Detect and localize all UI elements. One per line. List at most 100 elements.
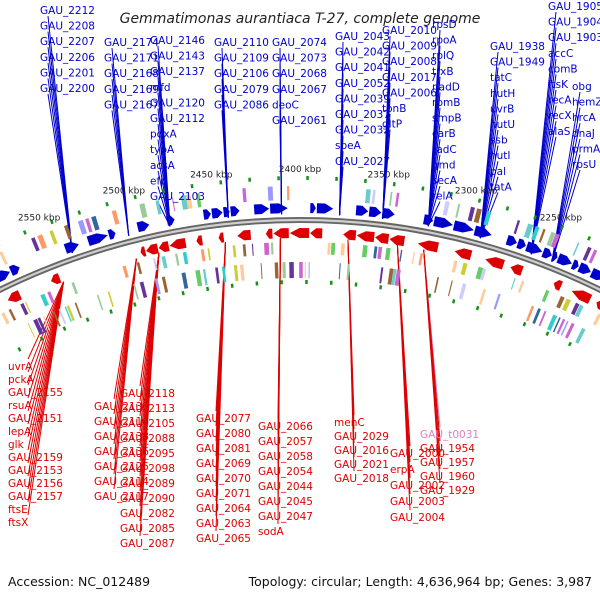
forward-gene-label: GAU_1905 (548, 1, 600, 13)
forward-gene-arrow (8, 264, 20, 276)
forward-gene-label: radC (432, 144, 457, 156)
forward-gene-label: GAU_2106 (214, 68, 269, 80)
cog-block (389, 191, 393, 206)
reverse-gene-arrow (510, 264, 524, 276)
cog-block (74, 302, 82, 319)
reverse-gene-arrow (273, 228, 289, 239)
forward-gene-label: GAU_2043 (335, 31, 390, 43)
cog-block (242, 244, 247, 257)
cog-block (171, 197, 176, 212)
reverse-leader-line (215, 242, 227, 532)
cog-block (451, 260, 458, 273)
cog-block (532, 308, 541, 325)
cog-block (304, 262, 306, 279)
reverse-gene-label: ftsX (8, 517, 28, 529)
forward-gene-label: GAU_2074 (272, 37, 327, 49)
cog-block (475, 266, 484, 280)
cog-block (395, 192, 400, 207)
reverse-gene-label: GAU_2003 (390, 496, 445, 508)
reverse-gene-label: GAU_2159 (8, 452, 63, 464)
forward-gene-label: rplQ (432, 50, 454, 62)
cog-block (387, 268, 394, 285)
forward-gene-label: accC (548, 48, 573, 60)
forward-gene-label: GAU_2017 (382, 72, 437, 84)
forward-gene-arrow (136, 221, 150, 233)
cog-block (260, 263, 263, 280)
forward-gene-label: alaS (548, 126, 571, 138)
reverse-gene-label: GAU_2136 (94, 446, 149, 458)
cog-block (66, 305, 75, 322)
cog-block (180, 195, 189, 210)
cog-block (27, 322, 36, 338)
reverse-gene-arrow (417, 240, 439, 253)
reverse-gene-label: GAU_2063 (196, 518, 251, 530)
forward-gene-label: rpmB (432, 97, 460, 109)
cog-block (371, 189, 376, 204)
cog-block (270, 242, 274, 255)
scale-label: 2500 kbp (103, 187, 146, 197)
scale-tick (22, 230, 27, 235)
cog-block (175, 253, 180, 266)
scale-labels: 2550 kbp 2500 kbp 2450 kbp 2400 kbp 2350 kbp… (18, 165, 582, 223)
cog-block (361, 245, 368, 258)
reverse-gene-arrow (146, 243, 159, 255)
cog-block (136, 261, 143, 275)
reverse-gene-label: sodA (258, 526, 285, 538)
reverse-leader-line (27, 281, 65, 373)
forward-gene-label: ftsK (548, 79, 569, 91)
cog-block (25, 301, 32, 314)
forward-gene-label: GAU_2109 (214, 53, 269, 65)
cog-block (510, 278, 516, 290)
forward-gene-label: GAU_2171 (104, 53, 159, 65)
forward-gene-arrow (541, 247, 552, 259)
cog-block (399, 249, 403, 262)
cog-block (154, 278, 161, 295)
scale-tick (62, 326, 67, 331)
forward-gene-label: GAU_2200 (40, 83, 95, 95)
reverse-gene-label: GAU_t0031 (420, 429, 479, 441)
forward-gene-arrow (525, 241, 543, 254)
forward-gene-label: tatA (490, 181, 513, 193)
reverse-gene-arrow (158, 241, 170, 252)
reverse-gene-label: erpA (390, 464, 415, 476)
cog-block (133, 283, 139, 300)
reverse-gene-label: GAU_2057 (258, 436, 313, 448)
reverse-gene-label: GAU_2098 (120, 463, 175, 475)
forward-gene-label: speA (335, 140, 362, 152)
cog-block (518, 280, 525, 293)
forward-gene-arrow (550, 251, 558, 262)
reverse-gene-arrow (596, 300, 600, 310)
reverse-leader-line (396, 245, 411, 511)
cog-block (37, 317, 47, 334)
cog-block (202, 269, 208, 286)
cog-block (107, 291, 114, 307)
forward-gene-label: tonB (382, 103, 406, 115)
reverse-gene-label: GAU_2151 (8, 413, 63, 425)
cog-block (411, 251, 416, 264)
cog-block (442, 200, 450, 216)
cog-block (541, 289, 550, 303)
cog-block (447, 280, 453, 297)
reverse-gene-arrow (265, 228, 273, 239)
forward-gene-arrow (355, 205, 369, 216)
reverse-gene-label: GAU_2113 (120, 403, 175, 415)
cog-block (161, 276, 169, 293)
cog-block (63, 224, 73, 240)
cog-block (547, 314, 558, 331)
forward-gene-label: GAU_2079 (214, 84, 269, 96)
forward-gene-arrow (570, 259, 579, 270)
forward-gene-label: GAU_2086 (214, 99, 269, 111)
forward-gene-label: trxB (432, 66, 454, 78)
reverse-leader-line (113, 258, 137, 490)
cog-block (221, 266, 227, 283)
cog-block (538, 310, 547, 327)
accession-text: Accession: NC_012489 (8, 574, 150, 589)
cog-block (0, 251, 8, 266)
cog-block (479, 268, 487, 281)
reverse-gene-arrow (51, 273, 62, 285)
scale-ticks (0, 176, 591, 352)
reverse-gene-label: GAU_2081 (196, 443, 251, 455)
reverse-gene-label: rsuA (8, 400, 32, 412)
cog-block (575, 327, 586, 344)
reverse-gene-arrow (196, 235, 203, 246)
